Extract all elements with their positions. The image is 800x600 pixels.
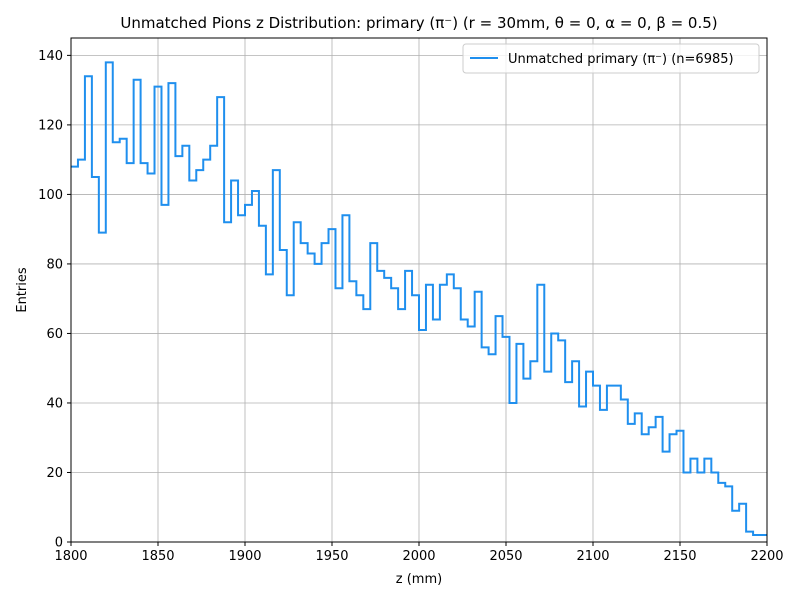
y-tick-label: 20 xyxy=(46,466,63,481)
x-tick-label: 2100 xyxy=(576,549,609,564)
x-tick-label: 2200 xyxy=(750,549,783,564)
x-axis-label: z (mm) xyxy=(396,572,442,587)
x-tick-label: 1850 xyxy=(141,549,174,564)
legend-box xyxy=(462,43,760,74)
chart-title: Unmatched Pions z Distribution: primary … xyxy=(120,14,717,32)
y-tick-label: 60 xyxy=(46,327,63,342)
x-tick-label: 2150 xyxy=(663,549,696,564)
series-layer xyxy=(71,61,767,537)
x-tick-label: 1950 xyxy=(315,549,348,564)
y-tick-label: 120 xyxy=(38,118,63,133)
y-tick-label: 80 xyxy=(46,257,63,272)
y-axis-label: Entries xyxy=(15,267,30,313)
y-tick-label: 40 xyxy=(46,396,63,411)
x-tick-label: 2000 xyxy=(402,549,435,564)
x-tick-label: 2050 xyxy=(489,549,522,564)
histogram-series-line xyxy=(71,61,767,537)
legend-label: Unmatched primary (π⁻) (n=6985) xyxy=(508,52,734,67)
legend: Unmatched primary (π⁻) (n=6985) xyxy=(462,43,760,74)
axis-ticks: 1800 1850 1900 1950 2000 2050 2100 2150 2200 0 20 4… xyxy=(38,49,783,564)
x-tick-label: 1800 xyxy=(54,549,87,564)
y-tick-label: 100 xyxy=(38,188,63,203)
y-tick-label: 0 xyxy=(55,536,63,551)
x-tick-label: 1900 xyxy=(228,549,261,564)
y-tick-label: 140 xyxy=(38,49,63,64)
